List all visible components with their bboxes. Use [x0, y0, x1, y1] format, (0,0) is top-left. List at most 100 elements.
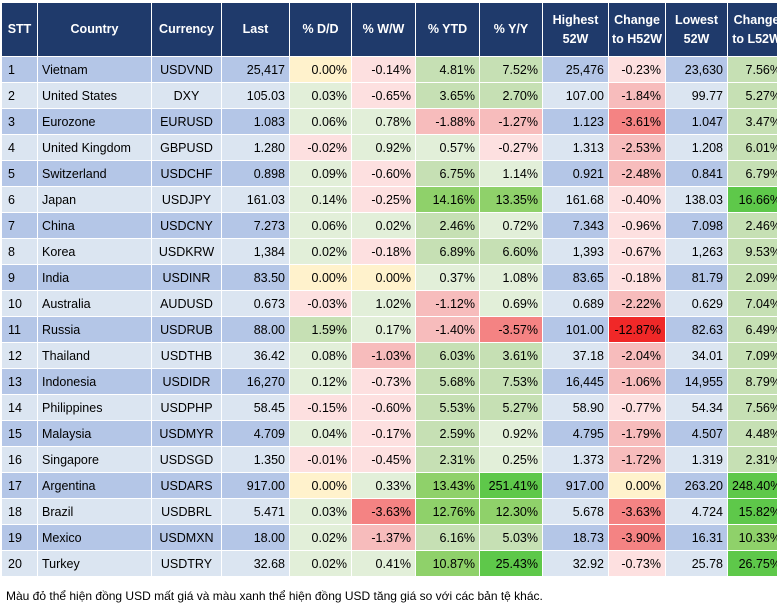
cell-dd: -0.15% — [290, 395, 352, 421]
cell-currency: USDTRY — [152, 551, 222, 577]
cell-stt: 12 — [2, 343, 38, 369]
cell-country: Indonesia — [38, 369, 152, 395]
cell-change-h52w: -0.18% — [609, 265, 666, 291]
cell-ytd: 5.53% — [416, 395, 480, 421]
cell-ww: 0.17% — [352, 317, 416, 343]
cell-stt: 3 — [2, 109, 38, 135]
cell-ww: 0.00% — [352, 265, 416, 291]
cell-stt: 18 — [2, 499, 38, 525]
header-yy: % Y/Y — [480, 3, 543, 57]
cell-country: United Kingdom — [38, 135, 152, 161]
cell-ww: -0.18% — [352, 239, 416, 265]
cell-ytd: 14.16% — [416, 187, 480, 213]
cell-dd: -0.02% — [290, 135, 352, 161]
cell-dd: 0.02% — [290, 525, 352, 551]
cell-ww: 0.33% — [352, 473, 416, 499]
cell-dd: 0.06% — [290, 213, 352, 239]
cell-ww: -1.37% — [352, 525, 416, 551]
cell-low52w: 99.77 — [666, 83, 728, 109]
header-dd: % D/D — [290, 3, 352, 57]
cell-ytd: 0.37% — [416, 265, 480, 291]
cell-ww: 0.02% — [352, 213, 416, 239]
cell-dd: 0.09% — [290, 161, 352, 187]
cell-high52w: 5.678 — [543, 499, 609, 525]
cell-currency: USDPHP — [152, 395, 222, 421]
cell-change-h52w: -0.67% — [609, 239, 666, 265]
cell-yy: 3.61% — [480, 343, 543, 369]
cell-change-l52w: 15.82% — [728, 499, 777, 525]
cell-stt: 2 — [2, 83, 38, 109]
cell-ytd: 12.76% — [416, 499, 480, 525]
cell-currency: USDMXN — [152, 525, 222, 551]
cell-yy: 2.70% — [480, 83, 543, 109]
cell-last: 1,384 — [222, 239, 290, 265]
cell-dd: 0.08% — [290, 343, 352, 369]
cell-country: Malaysia — [38, 421, 152, 447]
cell-low52w: 263.20 — [666, 473, 728, 499]
cell-ytd: 0.57% — [416, 135, 480, 161]
cell-yy: 0.92% — [480, 421, 543, 447]
cell-last: 88.00 — [222, 317, 290, 343]
cell-last: 25,417 — [222, 57, 290, 83]
header-stt: STT — [2, 3, 38, 57]
cell-high52w: 917.00 — [543, 473, 609, 499]
cell-ww: 1.02% — [352, 291, 416, 317]
cell-yy: -3.57% — [480, 317, 543, 343]
cell-dd: 0.00% — [290, 473, 352, 499]
cell-high52w: 58.90 — [543, 395, 609, 421]
cell-low52w: 1.047 — [666, 109, 728, 135]
cell-yy: 251.41% — [480, 473, 543, 499]
cell-last: 0.898 — [222, 161, 290, 187]
cell-stt: 4 — [2, 135, 38, 161]
cell-yy: 7.53% — [480, 369, 543, 395]
cell-last: 161.03 — [222, 187, 290, 213]
cell-currency: USDVND — [152, 57, 222, 83]
cell-currency: USDMYR — [152, 421, 222, 447]
cell-country: China — [38, 213, 152, 239]
cell-yy: 25.43% — [480, 551, 543, 577]
cell-dd: 0.04% — [290, 421, 352, 447]
cell-stt: 8 — [2, 239, 38, 265]
cell-low52w: 1,263 — [666, 239, 728, 265]
cell-change-h52w: -12.87% — [609, 317, 666, 343]
cell-country: Mexico — [38, 525, 152, 551]
cell-stt: 17 — [2, 473, 38, 499]
cell-low52w: 4.724 — [666, 499, 728, 525]
cell-ytd: 6.75% — [416, 161, 480, 187]
cell-change-h52w: -3.90% — [609, 525, 666, 551]
cell-last: 105.03 — [222, 83, 290, 109]
cell-change-h52w: -2.48% — [609, 161, 666, 187]
cell-stt: 13 — [2, 369, 38, 395]
cell-ww: -0.73% — [352, 369, 416, 395]
cell-stt: 19 — [2, 525, 38, 551]
cell-ww: -0.60% — [352, 161, 416, 187]
cell-yy: 0.69% — [480, 291, 543, 317]
cell-country: Brazil — [38, 499, 152, 525]
cell-change-l52w: 6.49% — [728, 317, 777, 343]
cell-change-h52w: 0.00% — [609, 473, 666, 499]
cell-dd: 0.02% — [290, 551, 352, 577]
cell-currency: USDKRW — [152, 239, 222, 265]
cell-change-h52w: -1.06% — [609, 369, 666, 395]
cell-stt: 16 — [2, 447, 38, 473]
cell-dd: -0.01% — [290, 447, 352, 473]
cell-change-h52w: -1.72% — [609, 447, 666, 473]
cell-change-l52w: 7.09% — [728, 343, 777, 369]
cell-ww: -0.60% — [352, 395, 416, 421]
cell-change-h52w: -1.84% — [609, 83, 666, 109]
cell-low52w: 1.208 — [666, 135, 728, 161]
cell-ytd: -1.40% — [416, 317, 480, 343]
cell-currency: DXY — [152, 83, 222, 109]
cell-dd: 0.03% — [290, 83, 352, 109]
cell-low52w: 54.34 — [666, 395, 728, 421]
